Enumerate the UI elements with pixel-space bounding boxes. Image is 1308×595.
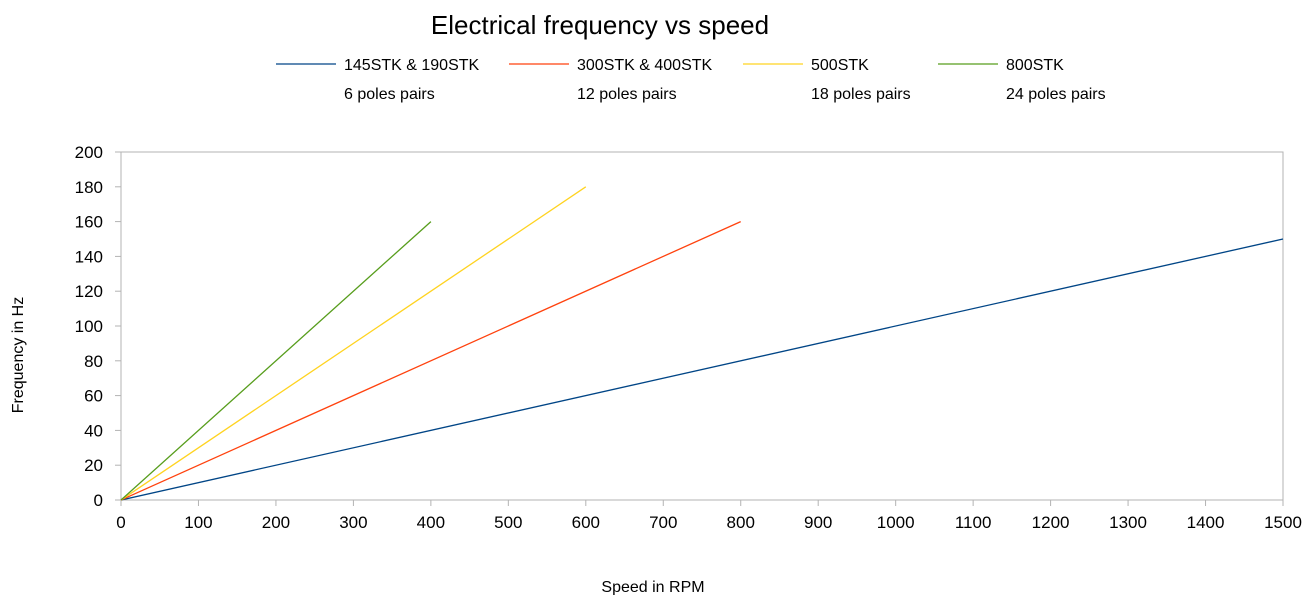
x-tick-label: 1200 xyxy=(1032,513,1070,532)
x-tick-label: 1000 xyxy=(877,513,915,532)
x-tick-label: 300 xyxy=(339,513,367,532)
y-tick-label: 20 xyxy=(84,456,103,475)
x-tick-label: 1400 xyxy=(1187,513,1225,532)
legend-sublabel: 24 poles pairs xyxy=(1006,86,1106,103)
x-tick-label: 0 xyxy=(116,513,125,532)
y-tick-label: 200 xyxy=(75,143,103,162)
series-line-4 xyxy=(120,221,432,501)
chart-title: Electrical frequency vs speed xyxy=(431,10,769,40)
y-tick-label: 160 xyxy=(75,213,103,232)
legend-label: 500STK xyxy=(811,57,869,74)
legend-label: 145STK & 190STK xyxy=(344,57,480,74)
legend-label: 300STK & 400STK xyxy=(577,57,713,74)
y-tick-label: 100 xyxy=(75,317,103,336)
x-tick-label: 200 xyxy=(262,513,290,532)
series-line-2 xyxy=(120,221,741,501)
x-tick-label: 400 xyxy=(417,513,445,532)
legend: 145STK & 190STK 6 poles pairs 300STK & 400… xyxy=(276,57,1106,103)
x-tick-label: 800 xyxy=(727,513,755,532)
y-tick-label: 60 xyxy=(84,387,103,406)
x-tick-label: 100 xyxy=(184,513,212,532)
x-tick-label: 900 xyxy=(804,513,832,532)
x-axis: 0 100 200 300 400 500 600 700 800 900 1000 1100 1200… xyxy=(116,500,1302,532)
legend-sublabel: 6 poles pairs xyxy=(344,86,435,103)
y-tick-label: 0 xyxy=(94,491,103,510)
series-line-1 xyxy=(120,238,1284,501)
y-axis-label: Frequency in Hz xyxy=(10,297,27,414)
x-tick-label: 700 xyxy=(649,513,677,532)
legend-label: 800STK xyxy=(1006,57,1064,74)
series-lines xyxy=(120,186,1284,501)
plot-area xyxy=(120,151,1284,501)
y-axis: 0 20 40 60 80 100 120 140 160 180 200 xyxy=(75,143,121,510)
x-tick-label: 600 xyxy=(572,513,600,532)
x-tick-label: 1100 xyxy=(955,513,992,532)
legend-sublabel: 12 poles pairs xyxy=(577,86,677,103)
y-tick-label: 40 xyxy=(84,421,103,440)
x-tick-label: 500 xyxy=(494,513,522,532)
series-line-3 xyxy=(120,186,587,501)
x-axis-label: Speed in RPM xyxy=(601,579,704,595)
y-tick-label: 80 xyxy=(84,352,103,371)
x-tick-label: 1500 xyxy=(1264,513,1302,532)
legend-sublabel: 18 poles pairs xyxy=(811,86,911,103)
x-tick-label: 1300 xyxy=(1109,513,1147,532)
y-tick-label: 120 xyxy=(75,282,103,301)
y-tick-label: 140 xyxy=(75,247,103,266)
y-tick-label: 180 xyxy=(75,178,103,197)
